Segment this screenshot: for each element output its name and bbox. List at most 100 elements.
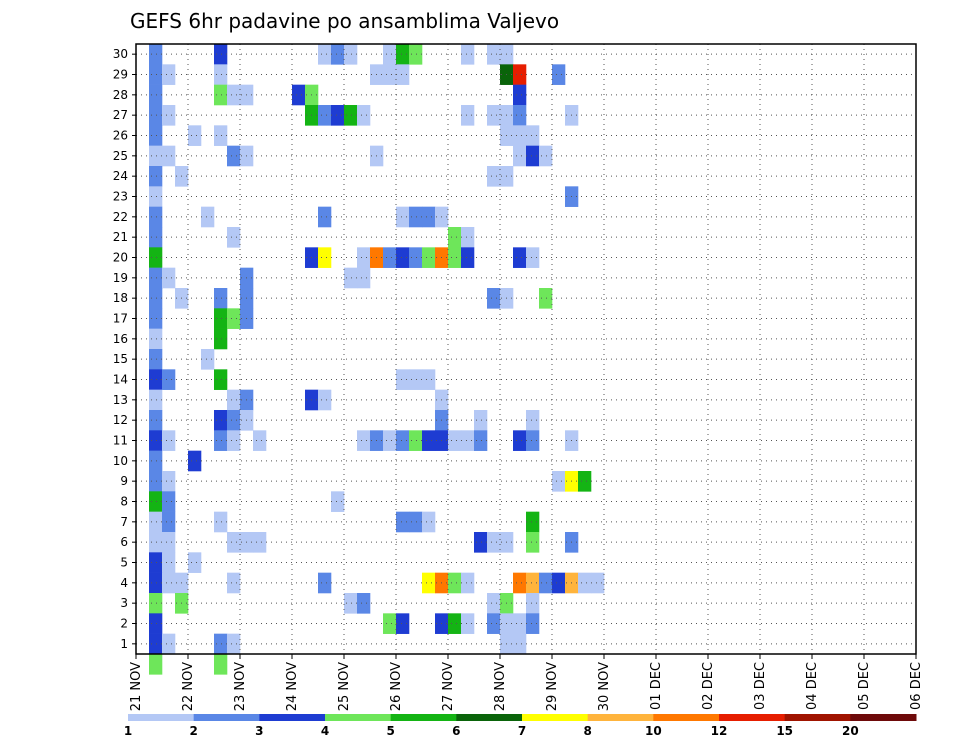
y-tick-label: 7 bbox=[120, 515, 128, 529]
heatmap-cell bbox=[487, 593, 501, 614]
heatmap-cell bbox=[578, 572, 592, 594]
heatmap-cell bbox=[227, 389, 241, 411]
heatmap-cell bbox=[149, 410, 163, 431]
heatmap-cell bbox=[526, 511, 540, 533]
heatmap-cell bbox=[227, 145, 241, 167]
y-tick-label: 30 bbox=[113, 47, 128, 61]
heatmap-cell bbox=[578, 471, 592, 492]
colorbar-tick-label: 1 bbox=[124, 724, 132, 738]
colorbar-swatch bbox=[784, 714, 851, 721]
heatmap-cell bbox=[513, 572, 527, 594]
y-tick-label: 4 bbox=[120, 576, 128, 590]
heatmap-cell bbox=[149, 288, 163, 309]
heatmap-cell bbox=[487, 105, 501, 126]
heatmap-cell bbox=[149, 64, 163, 85]
x-tick-label: 21 NOV bbox=[129, 662, 144, 711]
colorbar-tick-label: 12 bbox=[711, 724, 728, 738]
x-tick-label: 24 NOV bbox=[285, 662, 300, 711]
colorbar-swatch bbox=[456, 714, 523, 721]
x-tick-label: 28 NOV bbox=[493, 662, 508, 711]
heatmap-cell bbox=[526, 145, 540, 167]
heatmap-cell bbox=[162, 430, 176, 451]
y-tick-label: 29 bbox=[113, 68, 128, 82]
heatmap-cell bbox=[409, 44, 423, 65]
y-tick-label: 27 bbox=[113, 108, 128, 122]
heatmap-cell bbox=[513, 145, 527, 167]
x-axis: 21 NOV 22 NOV 23 NOV 24 NOV 25 NOV 26 NOV 27 N… bbox=[129, 654, 924, 711]
heatmap-cell bbox=[526, 613, 540, 634]
heatmap-cell bbox=[487, 532, 501, 553]
heatmap-cell bbox=[344, 267, 358, 289]
colorbar-swatch bbox=[325, 714, 392, 721]
colorbar-swatch bbox=[259, 714, 326, 721]
colorbar-swatch bbox=[653, 714, 720, 721]
heatmap-cell bbox=[409, 430, 423, 451]
heatmap-cell bbox=[292, 84, 306, 106]
colorbar-swatch bbox=[390, 714, 457, 721]
x-tick-label: 01 DEC bbox=[649, 662, 664, 710]
y-tick-label: 16 bbox=[113, 332, 128, 346]
heatmap-cell bbox=[149, 572, 163, 594]
heatmap-cell bbox=[513, 84, 527, 106]
heatmap-cell bbox=[162, 369, 176, 390]
heatmap-cell bbox=[149, 186, 163, 207]
colorbar-swatch bbox=[719, 714, 786, 721]
heatmap-cell bbox=[149, 166, 163, 187]
heatmap-cell bbox=[396, 613, 410, 634]
heatmap-cell bbox=[513, 613, 527, 634]
y-tick-label: 21 bbox=[113, 230, 128, 244]
heatmap-cell bbox=[188, 450, 202, 472]
heatmap-cell bbox=[526, 572, 540, 594]
heatmap-cell bbox=[396, 247, 410, 268]
heatmap-cell bbox=[214, 430, 228, 451]
heatmap-cell bbox=[331, 105, 345, 126]
colorbar-tick-label: 10 bbox=[645, 724, 662, 738]
heatmap-cell bbox=[162, 572, 176, 594]
heatmap-cell bbox=[396, 511, 410, 533]
heatmap-cell bbox=[214, 44, 228, 65]
heatmap-cell bbox=[149, 125, 163, 146]
x-tick-label: 22 NOV bbox=[181, 662, 196, 711]
heatmap-cell bbox=[149, 552, 163, 573]
heatmap-cell bbox=[539, 572, 553, 594]
y-tick-label: 6 bbox=[120, 535, 128, 549]
y-tick-label: 26 bbox=[113, 129, 128, 143]
y-tick-label: 9 bbox=[120, 474, 128, 488]
heatmap-cell bbox=[149, 593, 163, 614]
heatmap-cell bbox=[214, 125, 228, 146]
heatmap-cell bbox=[461, 613, 475, 634]
heatmap-cell bbox=[383, 613, 397, 634]
heatmap-cell bbox=[214, 308, 228, 329]
heatmap-cell bbox=[227, 308, 241, 329]
colorbar-tick-label: 8 bbox=[583, 724, 591, 738]
heatmap-cell bbox=[357, 430, 371, 451]
x-tick-label: 25 NOV bbox=[337, 662, 352, 711]
heatmap-cell bbox=[149, 44, 163, 65]
x-tick-label: 27 NOV bbox=[441, 662, 456, 711]
heatmap-cell bbox=[461, 572, 475, 594]
colorbar-tick-label: 3 bbox=[255, 724, 263, 738]
heatmap-cell bbox=[461, 227, 475, 248]
heatmap-cell bbox=[149, 613, 163, 634]
x-tick-label: 26 NOV bbox=[389, 662, 404, 711]
heatmap-cell bbox=[474, 430, 488, 451]
heatmap-cell bbox=[331, 44, 345, 65]
heatmap-cell bbox=[149, 267, 163, 289]
heatmap-cell bbox=[214, 288, 228, 309]
heatmap-cell bbox=[149, 105, 163, 126]
y-tick-label: 11 bbox=[113, 434, 128, 448]
y-tick-label: 28 bbox=[113, 88, 128, 102]
heatmap-cell bbox=[149, 450, 163, 472]
heatmap-cell bbox=[149, 227, 163, 248]
y-tick-label: 10 bbox=[113, 454, 128, 468]
heatmap-cell bbox=[149, 633, 163, 655]
y-tick-label: 12 bbox=[113, 413, 128, 427]
heatmap-cell bbox=[149, 145, 163, 167]
y-tick-label: 13 bbox=[113, 393, 128, 407]
heatmap-cell bbox=[448, 247, 462, 268]
colorbar-swatch bbox=[587, 714, 654, 721]
heatmap-cell bbox=[422, 369, 436, 390]
heatmap-cell bbox=[526, 532, 540, 553]
heatmap-cell bbox=[214, 633, 228, 655]
